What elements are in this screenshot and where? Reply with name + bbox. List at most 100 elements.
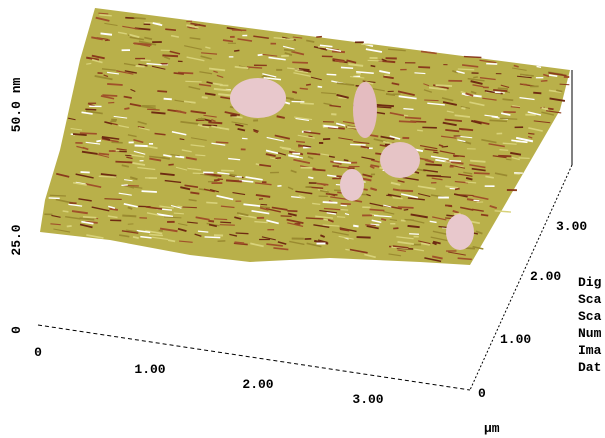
- texture-stroke: [86, 63, 91, 64]
- texture-stroke: [449, 161, 461, 162]
- texture-stroke: [135, 145, 148, 146]
- texture-stroke: [124, 108, 129, 109]
- texture-stroke: [448, 206, 452, 207]
- texture-stroke: [425, 164, 441, 165]
- side-panel: Dig Sca Sca Num Ima Dat: [578, 275, 602, 375]
- texture-stroke: [341, 204, 351, 205]
- z-axis-label: 50.0 nm: [9, 77, 24, 132]
- texture-stroke: [405, 220, 414, 221]
- texture-stroke: [258, 55, 263, 56]
- texture-stroke: [424, 100, 438, 101]
- texture-stroke: [445, 162, 451, 163]
- texture-stroke: [98, 13, 108, 14]
- texture-stroke: [489, 120, 507, 121]
- texture-stroke: [101, 33, 112, 34]
- texture-stroke: [377, 105, 394, 106]
- texture-stroke: [541, 81, 548, 82]
- texture-stroke: [164, 99, 172, 100]
- texture-stroke: [134, 18, 146, 19]
- unit-label: µm: [484, 421, 500, 436]
- texture-stroke: [185, 81, 201, 82]
- texture-stroke: [96, 141, 101, 142]
- texture-stroke: [202, 125, 217, 126]
- texture-stroke: [306, 84, 311, 85]
- texture-stroke: [182, 207, 197, 208]
- peak: [353, 82, 377, 138]
- texture-stroke: [341, 205, 347, 206]
- texture-stroke: [481, 215, 488, 216]
- texture-stroke: [226, 180, 242, 181]
- texture-stroke: [371, 66, 376, 67]
- texture-stroke: [495, 92, 501, 93]
- texture-stroke: [403, 109, 413, 110]
- texture-stroke: [216, 142, 229, 143]
- texture-stroke: [393, 189, 400, 190]
- texture-stroke: [498, 88, 508, 89]
- texture-stroke: [357, 237, 371, 238]
- texture-stroke: [409, 234, 419, 235]
- texture-stroke: [165, 29, 176, 30]
- x-tick-label: 2.00: [242, 377, 273, 392]
- texture-stroke: [220, 225, 235, 226]
- texture-stroke: [296, 141, 305, 142]
- texture-stroke: [79, 218, 94, 219]
- texture-stroke: [459, 129, 473, 130]
- texture-stroke: [80, 133, 97, 134]
- texture-stroke: [405, 117, 421, 118]
- texture-stroke: [335, 61, 344, 62]
- texture-stroke: [162, 55, 178, 56]
- texture-stroke: [220, 222, 231, 223]
- z-tick-label: 0: [9, 326, 24, 334]
- texture-stroke: [327, 74, 337, 75]
- texture-stroke: [528, 133, 534, 134]
- side-label: Num: [578, 326, 602, 341]
- texture-stroke: [260, 204, 267, 205]
- texture-stroke: [300, 103, 314, 104]
- texture-stroke: [186, 21, 192, 22]
- texture-stroke: [159, 230, 163, 231]
- y-tick-label: 0: [478, 386, 486, 401]
- z-tick-label: 25.0: [9, 224, 24, 255]
- texture-stroke: [473, 77, 478, 78]
- texture-stroke: [356, 73, 361, 74]
- texture-stroke: [178, 206, 183, 207]
- afm-surface-view: 50.0 nm 25.0 0 0 1.00 2.00 3.00 0 1.00 2…: [0, 0, 605, 438]
- texture-stroke: [533, 93, 541, 94]
- texture-stroke: [300, 88, 308, 89]
- texture-stroke: [332, 51, 345, 52]
- texture-stroke: [290, 100, 301, 101]
- texture-stroke: [107, 84, 123, 85]
- texture-stroke: [99, 15, 111, 16]
- side-label: Sca: [578, 292, 602, 307]
- texture-stroke: [50, 195, 66, 196]
- peak: [380, 142, 420, 178]
- y-tick-label: 2.00: [530, 269, 561, 284]
- y-tick-label: 1.00: [500, 332, 531, 347]
- texture-stroke: [174, 213, 184, 214]
- texture-stroke: [208, 122, 222, 123]
- texture-stroke: [498, 156, 511, 157]
- texture-stroke: [417, 130, 423, 131]
- texture-stroke: [548, 109, 553, 110]
- texture-stroke: [503, 99, 514, 100]
- texture-stroke: [414, 73, 425, 74]
- texture-stroke: [408, 226, 420, 227]
- texture-stroke: [370, 209, 385, 210]
- texture-stroke: [318, 87, 322, 88]
- texture-stroke: [190, 192, 199, 193]
- texture-stroke: [353, 226, 358, 227]
- texture-stroke: [111, 142, 122, 143]
- texture-stroke: [109, 209, 118, 210]
- texture-stroke: [292, 92, 297, 93]
- texture-stroke: [399, 121, 416, 122]
- side-label: Sca: [578, 309, 602, 324]
- texture-stroke: [99, 154, 109, 155]
- texture-stroke: [398, 207, 414, 208]
- texture-stroke: [236, 233, 249, 234]
- texture-stroke: [142, 191, 157, 192]
- texture-stroke: [313, 169, 326, 170]
- texture-stroke: [99, 176, 116, 177]
- texture-stroke: [202, 97, 208, 98]
- texture-stroke: [337, 217, 345, 218]
- x-tick-label: 1.00: [134, 362, 165, 377]
